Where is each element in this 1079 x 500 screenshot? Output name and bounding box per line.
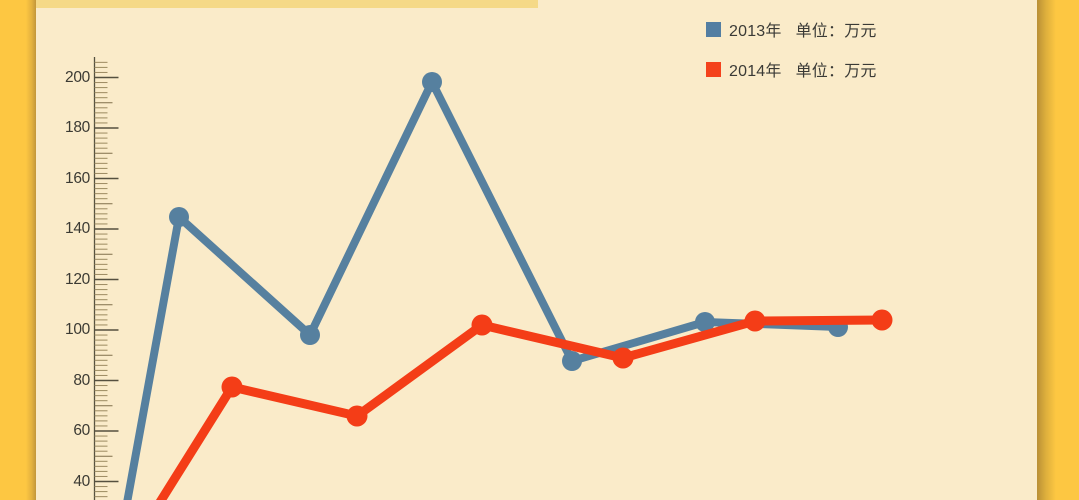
data-point-2014年-5	[744, 310, 766, 332]
y-tick-label: 160	[65, 169, 90, 187]
y-tick-label: 140	[65, 220, 90, 237]
y-tick-label: 200	[65, 68, 90, 86]
data-point-2013年-3	[422, 72, 442, 92]
data-point-2013年-2	[300, 325, 320, 345]
data-point-2014年-4	[612, 347, 634, 369]
data-point-2014年-2	[346, 405, 368, 427]
legend-label-2014: 2014年 单位：万元	[729, 57, 877, 81]
legend-item-2013: 2013年 单位：万元	[706, 21, 877, 40]
y-tick-label: 60	[73, 422, 90, 439]
data-point-2014年-1	[221, 376, 243, 398]
y-axis-labels: 200 180 160 140 120 100 80 60 40	[36, 0, 96, 500]
legend-year-2014: 2014年	[729, 63, 782, 80]
legend-year-2013: 2013年	[729, 23, 782, 40]
chart-panel: 200 180 160 140 120 100 80 60 40 2013年 单位：万元 2014…	[36, 0, 1037, 500]
y-tick-label: 120	[65, 270, 90, 288]
y-tick-label: 180	[65, 119, 90, 136]
data-point-2013年-4	[562, 351, 582, 371]
data-point-2013年-1	[169, 207, 189, 227]
left-page-border	[0, 0, 36, 500]
legend-swatch-2013-icon	[706, 21, 721, 37]
data-point-2013年-5	[695, 312, 715, 332]
y-tick-label: 80	[73, 371, 90, 389]
legend-unit-2013: 单位：万元	[795, 23, 877, 40]
y-tick-label: 40	[73, 472, 90, 490]
series-line-2014年	[155, 315, 887, 500]
legend-label-2013: 2013年 单位：万元	[729, 17, 877, 41]
series-line-2013年	[123, 78, 842, 500]
data-point-2014年-3	[471, 314, 493, 336]
top-accent-bar	[36, 0, 538, 8]
legend-swatch-2014-icon	[706, 61, 721, 77]
legend-item-2014: 2014年 单位：万元	[706, 61, 877, 80]
legend-unit-2014: 单位：万元	[795, 63, 877, 80]
y-tick-label: 100	[65, 321, 90, 338]
data-point-2014年-6	[871, 309, 893, 331]
legend: 2013年 单位：万元 2014年 单位：万元	[706, 21, 877, 80]
line-chart	[93, 57, 893, 500]
right-page-border	[1037, 0, 1079, 500]
